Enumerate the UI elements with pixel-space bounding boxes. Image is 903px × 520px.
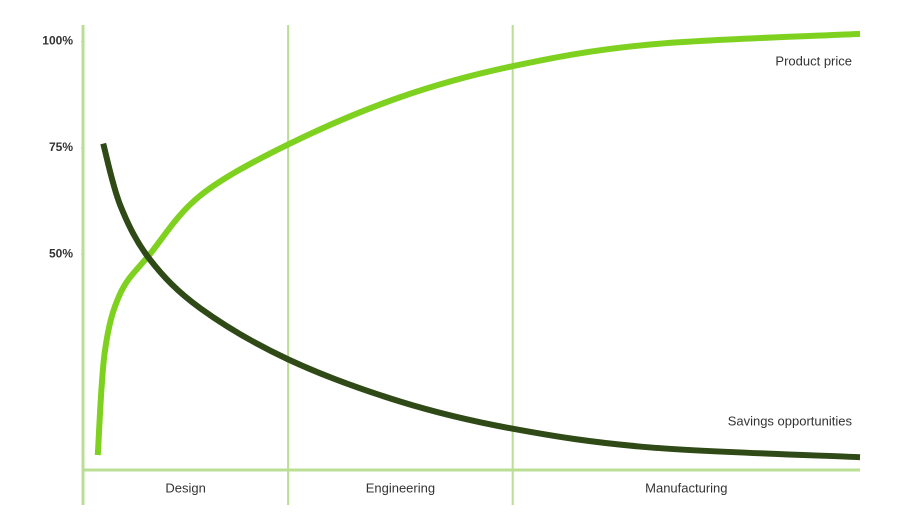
band-label: Manufacturing <box>645 480 727 495</box>
line <box>100 142 861 461</box>
line <box>94 30 861 456</box>
y-tick-label: 100% <box>42 34 73 48</box>
line-label: Product price <box>775 53 852 68</box>
band-label: Design <box>165 480 205 495</box>
band-label: Engineering <box>366 480 435 495</box>
line-label: Savings opportunities <box>728 413 853 428</box>
y-tick-label: 75% <box>49 140 73 154</box>
y-tick-label: 50% <box>49 246 73 260</box>
